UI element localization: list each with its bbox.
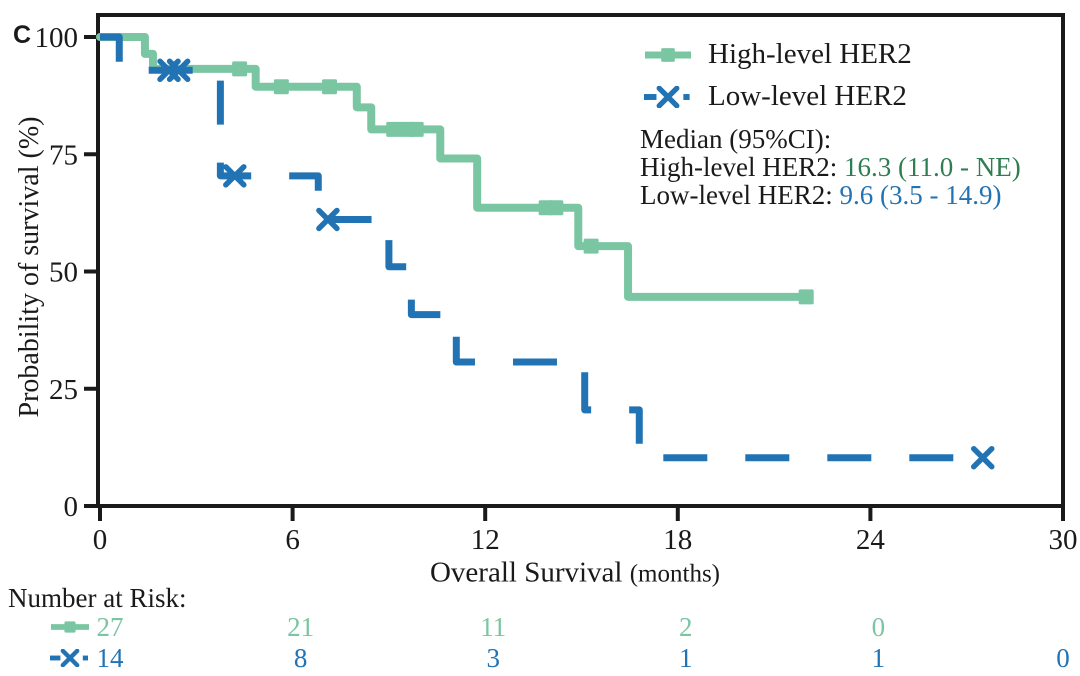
x-axis-title-unit: (months) [629,560,721,588]
risk-count: 3 [486,643,500,673]
censor-x-mark [316,207,340,232]
low-level-risk-row-icon [50,648,90,668]
censor-square-mark [798,289,814,305]
x-tick-label: 0 [93,524,108,556]
x-tick-label: 18 [663,524,692,556]
panel-label: C [13,21,32,49]
low-level-line-icon [644,85,692,108]
median-title: Median (95%CI): [640,124,832,154]
censor-square-mark [548,200,564,216]
risk-table-title: Number at Risk: [8,583,187,613]
censor-square-mark [273,79,289,95]
risk-count: 2 [679,612,693,642]
legend-entry-low-level: Low-level HER2 [644,80,907,113]
plot-frame [96,13,1065,508]
risk-count: 8 [293,643,308,673]
median-value-high: 16.3 (11.0 - NE) [843,152,1021,182]
risk-count: 27 [96,612,124,642]
censor-square-mark [322,79,338,95]
risk-row-high-level: 27 21 11 2 0 [0,612,1080,642]
risk-count: 1 [871,643,886,673]
x-tick-label: 6 [285,524,300,556]
median-stats-block: Median (95%CI): High-level HER2: 16.3 (1… [640,125,1021,209]
censor-x-mark [166,58,191,83]
legend-label-low-level: Low-level HER2 [708,80,907,112]
x-tick-label: 12 [471,524,500,556]
median-value-low: 9.6 (3.5 - 14.9) [839,180,1002,210]
survival-curve-low-level [100,33,983,462]
censor-square-mark [232,61,248,77]
x-tick-label: 30 [1049,524,1078,556]
risk-count: 14 [96,643,124,673]
x-axis-title: Overall Survival (months) [430,557,720,590]
high-level-risk-row-icon [50,618,90,636]
censor-square-mark [408,121,424,137]
median-line-high: High-level HER2: 16.3 (11.0 - NE) [640,152,1021,182]
y-tick-label: 100 [35,22,79,54]
x-tick-label: 24 [856,524,886,556]
risk-count: 0 [1056,643,1070,673]
risk-count: 21 [287,612,315,642]
y-tick-label: 75 [49,139,78,171]
legend-entry-high-level: High-level HER2 [644,38,912,71]
censor-x-mark [223,164,247,188]
survival-curve-high-level [96,33,814,301]
median-line-low: Low-level HER2: 9.6 (3.5 - 14.9) [640,180,1002,210]
censor-square-mark [583,238,599,254]
y-axis-title: Probability of survival (%) [14,116,45,418]
high-level-line-icon [644,44,692,66]
y-tick-label: 0 [64,491,79,523]
legend-label-high-level: High-level HER2 [708,38,912,70]
y-tick-label: 25 [49,374,78,406]
risk-count: 0 [871,612,886,642]
risk-row-low-level: 14 8 3 1 1 0 [0,643,1080,673]
risk-count: 11 [480,612,507,642]
censor-x-mark [971,445,995,470]
risk-count: 1 [679,643,693,673]
y-tick-label: 50 [49,257,78,289]
censor-square-mark [386,121,402,137]
x-axis-title-main: Overall Survival [429,556,623,589]
